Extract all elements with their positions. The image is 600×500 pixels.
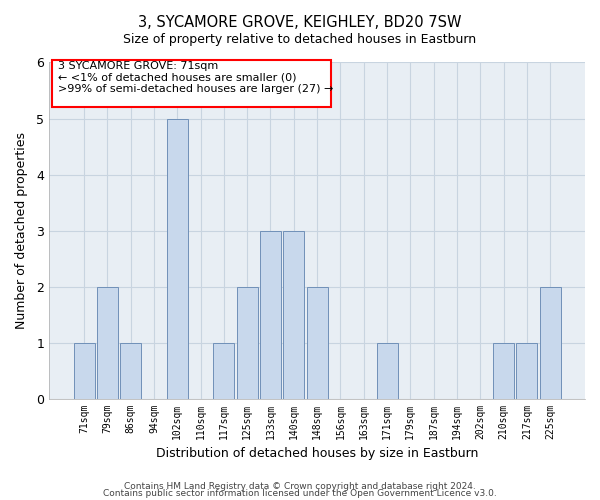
Bar <box>283 230 304 398</box>
Bar <box>260 230 281 398</box>
Bar <box>539 286 560 399</box>
Bar <box>214 342 235 398</box>
Text: Size of property relative to detached houses in Eastburn: Size of property relative to detached ho… <box>124 32 476 46</box>
Bar <box>236 286 257 399</box>
Bar <box>517 342 538 398</box>
Text: 3, SYCAMORE GROVE, KEIGHLEY, BD20 7SW: 3, SYCAMORE GROVE, KEIGHLEY, BD20 7SW <box>138 15 462 30</box>
Bar <box>120 342 141 398</box>
Bar <box>377 342 398 398</box>
Bar <box>97 286 118 399</box>
X-axis label: Distribution of detached houses by size in Eastburn: Distribution of detached houses by size … <box>156 447 478 460</box>
Text: Contains HM Land Registry data © Crown copyright and database right 2024.: Contains HM Land Registry data © Crown c… <box>124 482 476 491</box>
Bar <box>167 118 188 398</box>
Y-axis label: Number of detached properties: Number of detached properties <box>15 132 28 329</box>
Bar <box>74 342 95 398</box>
Text: 3 SYCAMORE GROVE: 71sqm
← <1% of detached houses are smaller (0)
>99% of semi-de: 3 SYCAMORE GROVE: 71sqm ← <1% of detache… <box>58 61 334 94</box>
Bar <box>493 342 514 398</box>
Bar <box>307 286 328 399</box>
Text: Contains public sector information licensed under the Open Government Licence v3: Contains public sector information licen… <box>103 490 497 498</box>
